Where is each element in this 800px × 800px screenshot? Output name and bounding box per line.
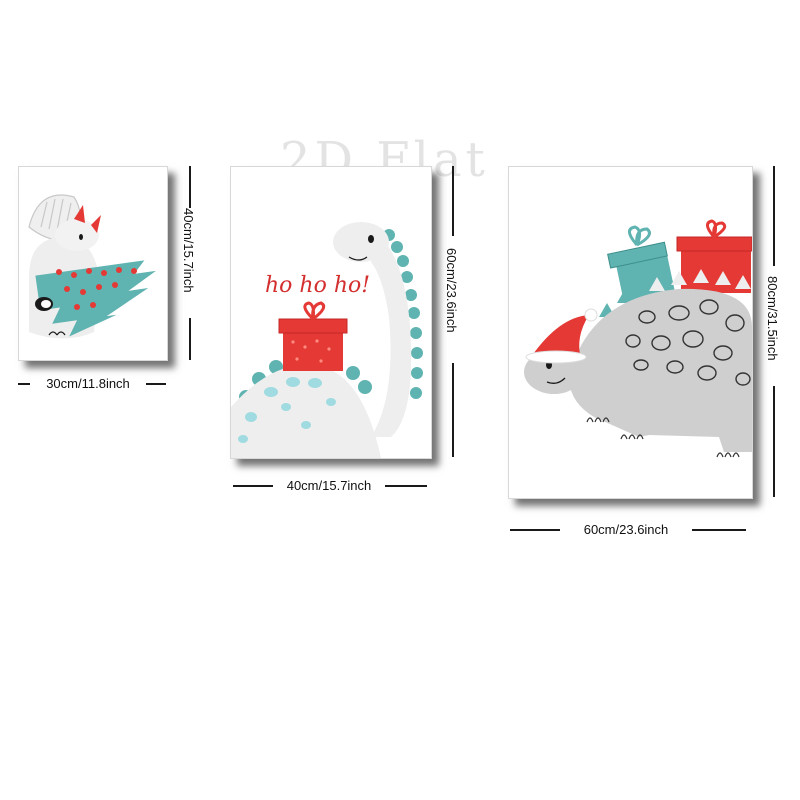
width-line-1-right <box>146 383 166 385</box>
width-line-2-right <box>385 485 427 487</box>
width-label-2: 40cm/15.7inch <box>286 478 372 493</box>
width-line-2-left <box>233 485 273 487</box>
poster-stegosaurus <box>508 166 753 499</box>
height-line-1-bottom <box>189 318 191 360</box>
brachiosaurus-illustration: ho ho ho! <box>231 222 423 458</box>
height-label-1: 40cm/15.7inch <box>181 208 196 293</box>
width-label-1: 30cm/11.8inch <box>46 376 130 391</box>
height-line-2-bottom <box>452 363 454 457</box>
stegosaurus-illustration <box>524 219 752 458</box>
width-line-3-right <box>692 529 746 531</box>
height-line-1-top <box>189 166 191 208</box>
width-line-1-left <box>18 383 30 385</box>
height-line-2-top <box>452 166 454 236</box>
triceratops-illustration <box>28 194 156 339</box>
poster-brachiosaurus: ho ho ho! <box>230 166 432 459</box>
width-line-3-left <box>510 529 560 531</box>
poster-caption: ho ho ho! <box>265 273 370 298</box>
height-line-3-top <box>773 166 775 266</box>
poster-triceratops <box>18 166 168 361</box>
width-label-3: 60cm/23.6inch <box>583 522 669 537</box>
height-label-2: 60cm/23.6inch <box>444 248 459 333</box>
height-label-3: 80cm/31.5inch <box>765 276 780 361</box>
height-line-3-bottom <box>773 386 775 497</box>
